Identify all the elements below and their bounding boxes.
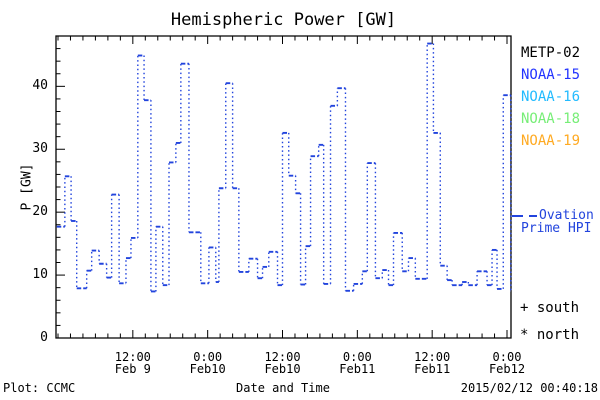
x-tick-date: Feb10 bbox=[189, 362, 226, 376]
x-axis-label: Date and Time bbox=[236, 381, 330, 395]
ovation-dash-icon bbox=[512, 215, 523, 217]
plot-frame bbox=[55, 35, 512, 339]
legend-ovation-line1: Ovation bbox=[539, 208, 594, 223]
north-marker-icon: * bbox=[520, 327, 529, 343]
y-tick-label: 20 bbox=[32, 204, 48, 220]
south-label: south bbox=[536, 300, 580, 316]
legend-satellite-label: METP-02 bbox=[521, 45, 581, 61]
x-tick-time: 0:00 bbox=[193, 350, 223, 364]
x-tick-time: 12:00 bbox=[114, 350, 151, 364]
x-tick-date: Feb12 bbox=[488, 362, 526, 376]
legend-satellite-label: NOAA-19 bbox=[521, 133, 581, 149]
x-tick-time: 12:00 bbox=[264, 350, 301, 364]
x-tick-date: Feb10 bbox=[264, 362, 301, 376]
north-label: north bbox=[536, 327, 580, 343]
plot-credit: Plot: CCMC bbox=[3, 381, 76, 395]
x-tick-date: Feb11 bbox=[414, 362, 451, 376]
legend-satellite-label: NOAA-18 bbox=[521, 111, 581, 127]
x-tick-label: 12:00 Feb11 bbox=[397, 351, 467, 375]
legend-south: + south bbox=[520, 300, 579, 316]
ovation-dash-icon bbox=[529, 215, 537, 217]
plot-timestamp: 2015/02/12 00:40:18 bbox=[460, 381, 598, 395]
x-tick-date: Feb11 bbox=[339, 362, 376, 376]
x-tick-time: 12:00 bbox=[414, 350, 451, 364]
x-tick-label: 0:00 Feb11 bbox=[322, 351, 392, 375]
y-tick-label: 10 bbox=[32, 267, 48, 283]
x-tick-label: 0:00 Feb12 bbox=[472, 351, 542, 375]
legend-ovation-line2: Prime HPI bbox=[521, 221, 592, 236]
x-tick-label: 0:00 Feb10 bbox=[173, 351, 243, 375]
x-tick-label: 12:00 Feb10 bbox=[248, 351, 318, 375]
y-tick-label: 40 bbox=[32, 78, 48, 94]
south-marker-icon: + bbox=[520, 300, 529, 316]
chart-title: Hemispheric Power [GW] bbox=[170, 10, 397, 30]
legend-satellite-label: NOAA-16 bbox=[521, 89, 581, 105]
legend-north: * north bbox=[520, 327, 579, 343]
x-tick-time: 0:00 bbox=[492, 350, 522, 364]
x-tick-time: 0:00 bbox=[342, 350, 372, 364]
y-tick-label: 0 bbox=[40, 330, 48, 345]
x-tick-date: Feb 9 bbox=[114, 362, 151, 376]
x-tick-label: 12:00 Feb 9 bbox=[98, 351, 168, 375]
legend-satellite-label: NOAA-15 bbox=[521, 67, 581, 83]
y-tick-label: 30 bbox=[32, 141, 48, 157]
